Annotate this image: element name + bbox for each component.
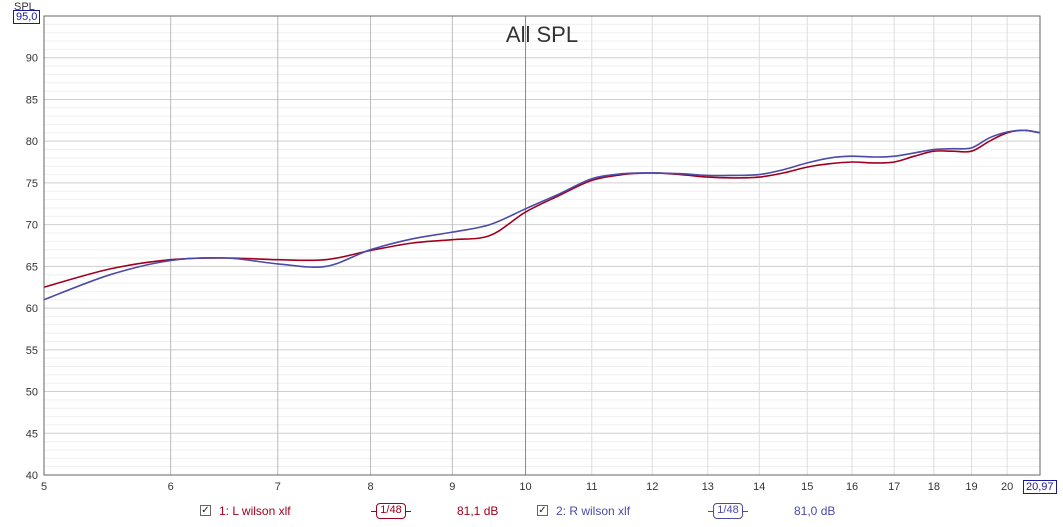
x-tick-label: 6	[168, 481, 174, 493]
y-tick-label: 50	[26, 387, 38, 399]
series-1-smoothing-button[interactable]: 1/48	[376, 503, 406, 519]
grid	[44, 16, 1040, 476]
series-2-line	[43, 129, 1041, 301]
x-tick-label: 9	[449, 481, 455, 493]
y-tick-label: 45	[26, 428, 38, 440]
series-1-line	[43, 129, 1041, 288]
x-tick-label: 18	[928, 481, 940, 493]
y-tick-label: 40	[26, 470, 38, 482]
series-1-name: 1: L wilson xlf	[219, 504, 291, 518]
x-tick-label: 12	[646, 481, 658, 493]
plot-border	[43, 15, 1041, 476]
y-tick-label: 80	[26, 136, 38, 148]
x-tick-label: 7	[275, 481, 281, 493]
series-1-checkbox[interactable]: ✓	[200, 505, 211, 516]
y-tick-label: 60	[26, 303, 38, 315]
x-tick-label: 20	[1001, 481, 1013, 493]
chart-title: All SPL	[506, 22, 578, 47]
x-tick-label: 16	[846, 481, 858, 493]
x-tick-label: 8	[367, 481, 373, 493]
x-max-field[interactable]: 20,97	[1023, 480, 1057, 494]
series-2-checkbox[interactable]: ✓	[537, 505, 548, 516]
x-tick-label: 19	[965, 481, 977, 493]
y-tick-label: 55	[26, 345, 38, 357]
legend: ✓ 1: L wilson xlf 1/48 81,1 dB ✓ 2: R wi…	[0, 502, 1063, 524]
y-tick-label: 85	[26, 94, 38, 106]
x-tick-label: 17	[888, 481, 900, 493]
x-tick-label: 10	[519, 481, 531, 493]
series-lines	[43, 129, 1041, 301]
chart-area: 45 50 55 60 65 70 75 80 85 90 405 6 7 8 9 10 11 12 13 14 15 1…	[14, 1, 1041, 493]
series-2-name: 2: R wilson xlf	[556, 504, 631, 518]
x-tick-label: 11	[586, 481, 597, 493]
y-max-field[interactable]: 95,0	[13, 10, 41, 24]
y-tick-label: 75	[26, 178, 38, 190]
series-2-smoothing-button[interactable]: 1/48	[713, 503, 743, 519]
plot-background	[44, 16, 1040, 475]
axis-ticks: 45 50 55 60 65 70 75 80 85 90 405 6 7 8 9 10 11 12 13 14 15 1…	[26, 53, 1013, 493]
y-tick-label: 65	[26, 261, 38, 273]
x-tick-label: 14	[753, 481, 765, 493]
series-1-readout: 81,1 dB	[457, 504, 499, 518]
x-tick-label: 13	[702, 481, 714, 493]
y-tick-label: 90	[26, 53, 38, 65]
x-tick-label: 15	[801, 481, 813, 493]
x-tick-label: 5	[41, 481, 47, 493]
y-tick-label: 70	[26, 220, 38, 232]
series-2-readout: 81,0 dB	[794, 504, 836, 518]
